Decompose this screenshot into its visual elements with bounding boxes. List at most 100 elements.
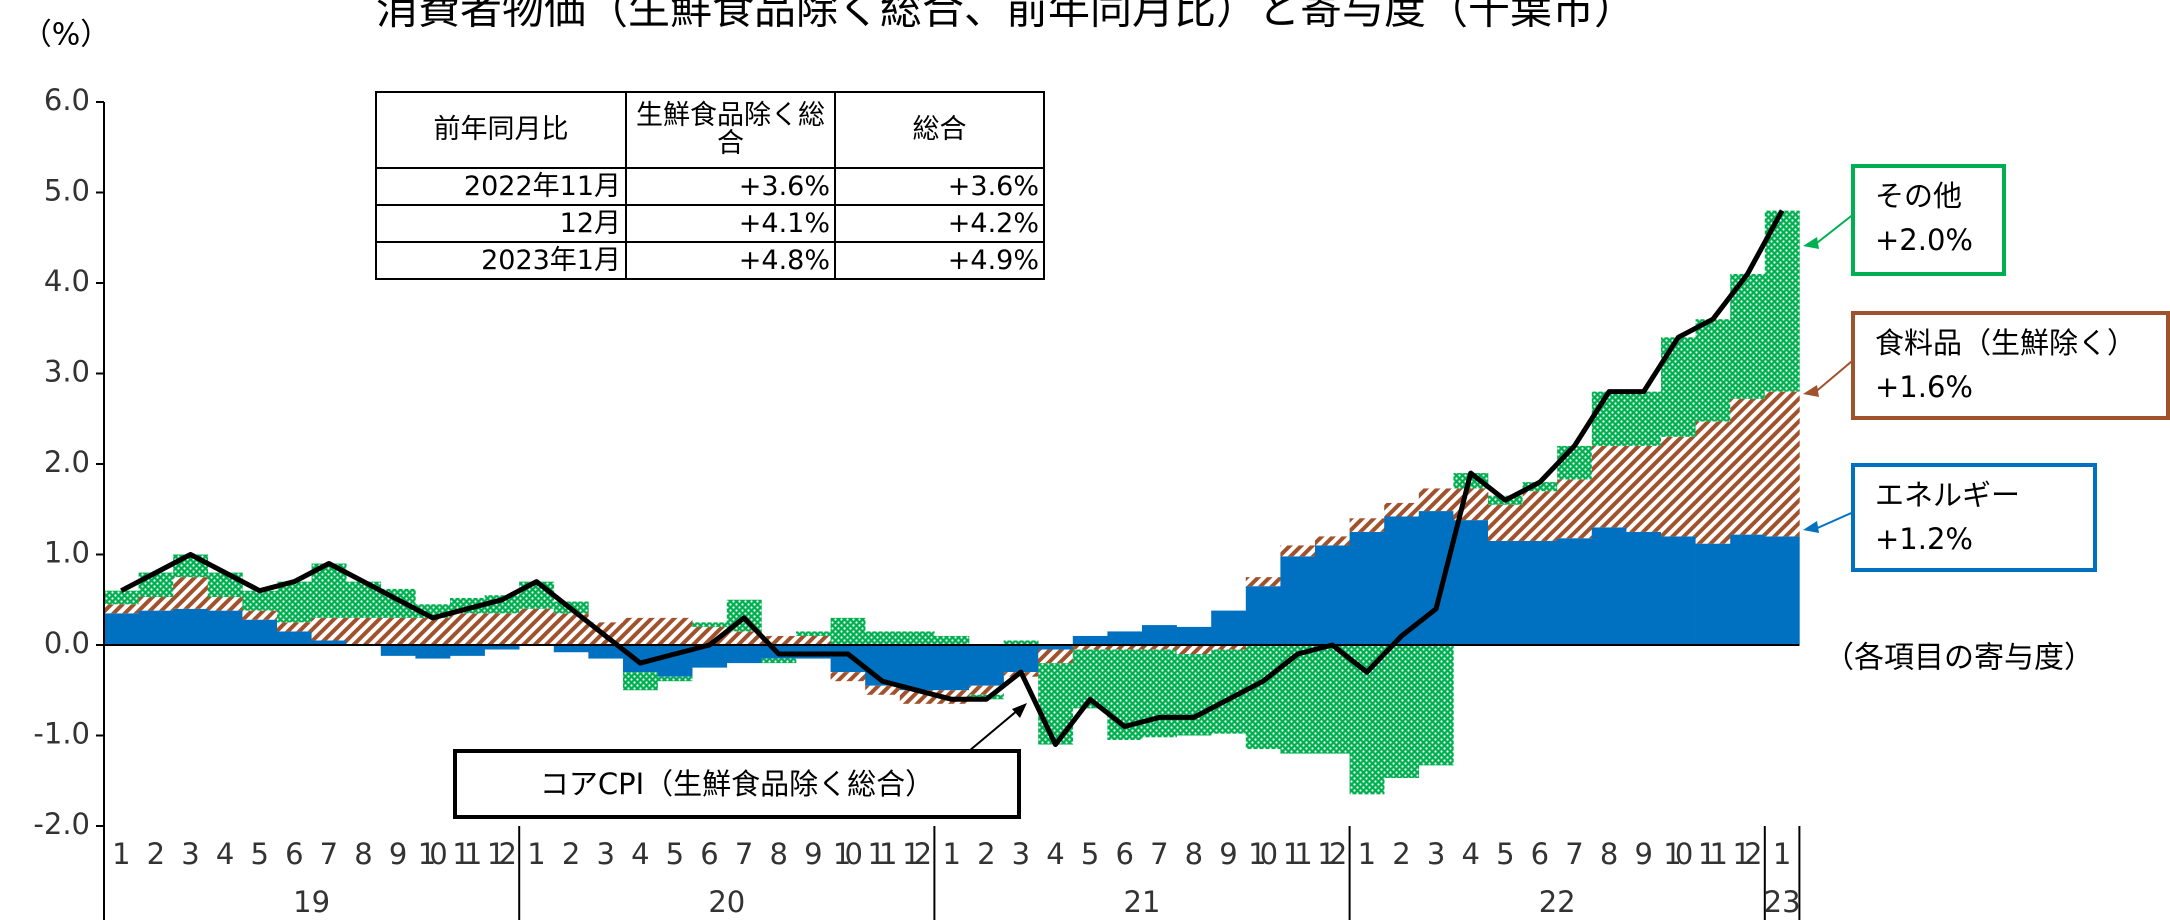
x-tick-label: 8: [354, 837, 372, 871]
table-row: 12月 +4.1% +4.2%: [375, 204, 1045, 243]
x-tick-label: 3: [596, 837, 614, 871]
bar-segment: [380, 645, 416, 656]
table-cell: 12月: [375, 204, 627, 243]
bar-segment: [623, 672, 658, 691]
bar-segment: [1176, 654, 1212, 736]
bar-segment: [761, 635, 797, 645]
bar-segment: [1245, 577, 1281, 587]
x-tick-label: 7: [1565, 837, 1583, 871]
x-group-label: 23: [1764, 885, 1801, 919]
bar-segment: [1557, 479, 1593, 539]
x-tick-label: 5: [250, 837, 268, 871]
bar-segment: [1176, 645, 1212, 655]
x-tick-label: 11: [452, 837, 482, 871]
x-tick-label: 3: [181, 837, 199, 871]
y-tick-label: 4.0: [44, 264, 90, 298]
y-tick-label: -1.0: [33, 717, 90, 751]
bar-segment: [830, 617, 866, 645]
bar-segment: [1557, 538, 1593, 645]
callout-value: +1.2%: [1875, 522, 1973, 556]
table-cell: +4.9%: [834, 241, 1045, 280]
x-tick-label: 9: [1634, 837, 1652, 871]
bar-segment: [1626, 445, 1662, 532]
x-group-label: 21: [1124, 885, 1161, 919]
x-tick-label: 7: [1150, 837, 1168, 871]
bar-segment: [1176, 626, 1212, 645]
bar-segment: [1245, 645, 1281, 750]
x-tick-label: 11: [1698, 837, 1728, 871]
bar-segment: [1315, 536, 1350, 546]
bar-segment: [450, 645, 485, 656]
table-cell: +4.1%: [625, 204, 836, 243]
bar-segment: [1453, 520, 1489, 645]
bar-segment: [242, 590, 278, 611]
bar-segment: [1418, 511, 1454, 645]
table-cell: 前年同月比: [375, 91, 627, 169]
x-tick-label: 1: [1358, 837, 1376, 871]
table-cell: 2023年1月: [375, 241, 627, 280]
table-cell: 2022年11月: [375, 167, 627, 206]
x-tick-label: 10: [1248, 837, 1278, 871]
bar-segment: [1764, 210, 1800, 392]
x-tick-label: 12: [902, 837, 932, 871]
bar-segment: [311, 640, 347, 645]
bar-segment: [519, 608, 555, 645]
table-cell: +4.2%: [834, 204, 1045, 243]
callout-arrowhead: [1012, 703, 1027, 718]
bar-segment: [1142, 625, 1177, 645]
bar-segment: [1384, 645, 1420, 779]
bar-segment: [1003, 645, 1039, 673]
bar-segment: [899, 645, 935, 691]
bar-segment: [726, 631, 762, 645]
bar-segment: [1107, 631, 1143, 645]
bar-segment: [761, 658, 797, 664]
bar-segment: [1730, 398, 1766, 535]
bar-segment: [969, 645, 1004, 686]
x-tick-label: 1: [527, 837, 545, 871]
bar-segment: [1349, 518, 1385, 532]
callout-value: +2.0%: [1875, 223, 1973, 257]
bar-segment: [138, 597, 174, 611]
note: （各項目の寄与度）: [1824, 641, 2094, 676]
table-header: 前年同月比 生鮮食品除く総合 総合: [375, 91, 1045, 169]
bar-segment: [277, 622, 312, 632]
bar-segment: [1280, 545, 1316, 557]
chart-title: 消費者物価（生鮮食品除く総合、前年同月比）と寄与度（千葉市）: [376, 0, 1636, 34]
bar-segment: [207, 610, 243, 645]
bar-segment: [1695, 543, 1731, 645]
bar-segment: [484, 613, 520, 645]
bar-segment: [1280, 556, 1316, 645]
core-cpi-line: [120, 209, 1785, 747]
x-group-label: 19: [293, 885, 330, 919]
x-tick-label: 6: [1531, 837, 1549, 871]
x-tick-label: 8: [769, 837, 787, 871]
bar-segment: [623, 617, 658, 645]
callout-value: +1.6%: [1875, 370, 1973, 404]
callout-arrow: [1812, 359, 1854, 395]
bar-segment: [588, 645, 624, 659]
table-cell: +3.6%: [625, 167, 836, 206]
x-tick-label: 5: [1081, 837, 1099, 871]
x-tick-label: 12: [1733, 837, 1763, 871]
bar-segment: [692, 622, 728, 627]
bar-segment: [104, 590, 139, 605]
bar-segment: [934, 635, 970, 645]
y-axis-label: （%）: [22, 18, 111, 53]
bar-segment: [450, 613, 485, 645]
bar-segment: [104, 604, 139, 614]
y-tick-label: -2.0: [33, 807, 90, 841]
bar-segment: [1003, 640, 1039, 645]
bar-segment: [415, 617, 451, 645]
bar-segment: [1764, 391, 1800, 537]
x-tick-label: 5: [1496, 837, 1514, 871]
callout-name: コアCPI（生鮮食品除く総合）: [540, 767, 934, 801]
x-tick-label: 10: [833, 837, 863, 871]
bar-segment: [830, 672, 866, 682]
bar-segment: [311, 563, 347, 618]
bar-segment: [173, 577, 209, 609]
bar-segment: [242, 610, 278, 620]
bar-segment: [1211, 645, 1247, 650]
y-tick-label: 6.0: [44, 83, 90, 117]
callout-arrowhead: [1803, 237, 1819, 249]
